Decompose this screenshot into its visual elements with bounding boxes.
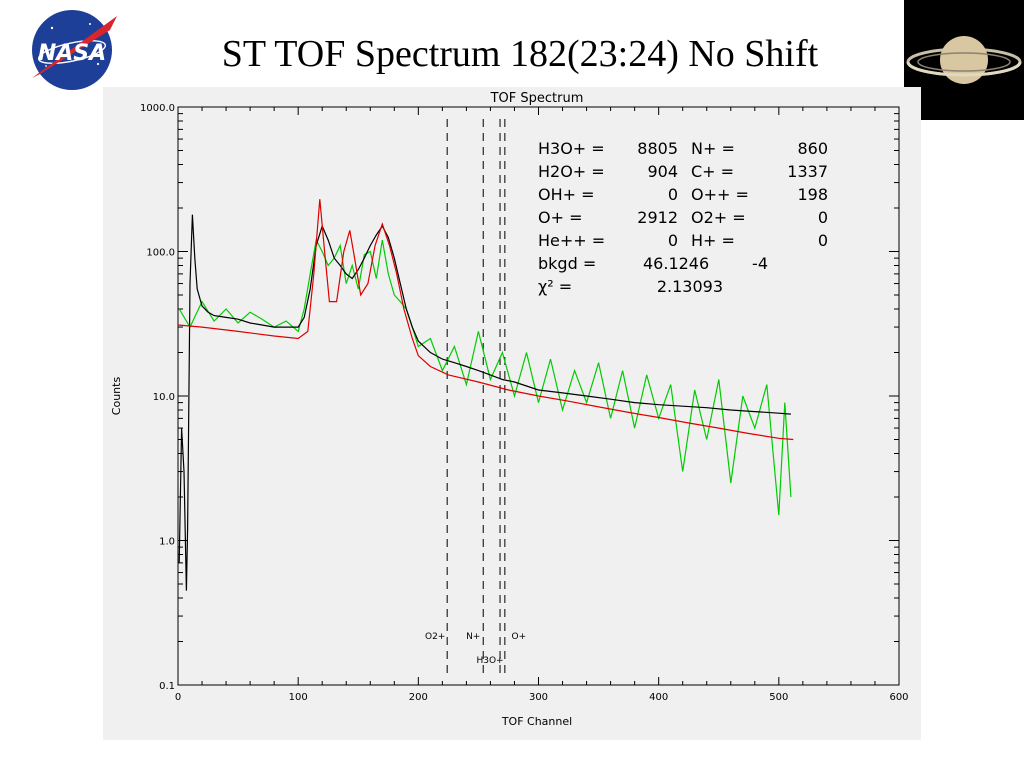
x-tick-label: 300 [529, 692, 548, 703]
fit-annotations: H3O+ = 8805 N+ = 860 H2O+ = 904 C+ = 1337 OH+ = 0… [538, 139, 828, 296]
spectrum-series [177, 199, 794, 591]
fit-annotation-cell: 0 [818, 208, 828, 227]
series-line-0 [178, 214, 791, 591]
fit-annotation-cell: O+ = [538, 208, 583, 227]
fit-annotation-cell: N+ = [691, 139, 735, 158]
x-tick-label: 600 [889, 692, 908, 703]
x-tick-label: 100 [289, 692, 308, 703]
axis-ticks: 0 100 200 300 400 500 600 0.1 1.0 10.0 100.0 1000.0 [140, 103, 909, 703]
species-marker-lines: O2+ N+ H3O+ O+ [425, 119, 526, 673]
fit-annotation-cell: C+ = [691, 162, 734, 181]
tof-spectrum-chart: TOF Spectrum 0 100 200 300 400 500 600 0.1 1.0 10… [110, 91, 909, 728]
fit-annotation-cell: 198 [797, 185, 828, 204]
x-axis-label: TOF Channel [501, 715, 572, 728]
species-marker-label: O+ [512, 632, 527, 642]
fit-annotation-cell: 46.1246 [643, 254, 709, 273]
fit-annotation-cell: bkgd = [538, 254, 596, 273]
fit-annotation-cell: 0 [668, 185, 678, 204]
x-tick-label: 200 [409, 692, 428, 703]
species-marker-label: H3O+ [476, 656, 503, 666]
fit-annotation-cell: O2+ = [691, 208, 746, 227]
fit-annotation-cell: 2912 [637, 208, 678, 227]
fit-annotation-cell: 904 [647, 162, 678, 181]
x-tick-label: 500 [769, 692, 788, 703]
fit-annotation-cell: 8805 [637, 139, 678, 158]
x-tick-label: 0 [175, 692, 181, 703]
species-marker-label: N+ [466, 632, 480, 642]
fit-annotation-cell: He++ = [538, 231, 605, 250]
fit-annotation-cell: 0 [818, 231, 828, 250]
fit-annotation-cell: H+ = [691, 231, 735, 250]
series-line-1 [177, 199, 794, 441]
y-tick-label: 1000.0 [140, 103, 175, 114]
y-tick-label: 0.1 [159, 681, 175, 692]
y-tick-label: 10.0 [153, 392, 175, 403]
fit-annotation-cell: 2.13093 [657, 277, 723, 296]
fit-annotation-cell: H2O+ = [538, 162, 605, 181]
chart-title: TOF Spectrum [490, 91, 584, 106]
slide-title: ST TOF Spectrum 182(23:24) No Shift [221, 33, 819, 75]
fit-annotation-cell: H3O+ = [538, 139, 605, 158]
nasa-logo-text: NASA [38, 41, 106, 66]
y-axis-label: Counts [110, 377, 123, 416]
species-marker-label: O2+ [425, 632, 445, 642]
y-tick-label: 100.0 [146, 248, 175, 259]
fit-annotation-cell: 860 [797, 139, 828, 158]
y-tick-label: 1.0 [159, 537, 175, 548]
fit-annotation-cell: 1337 [787, 162, 828, 181]
fit-annotation-cell: -4 [752, 254, 768, 273]
nasa-meatball-icon: NASA [32, 10, 117, 90]
fit-annotation-cell: OH+ = [538, 185, 595, 204]
fit-annotation-cell: O++ = [691, 185, 749, 204]
saturn-image [904, 0, 1024, 120]
plot-panel: TOF Spectrum 0 100 200 300 400 500 600 0.1 1.0 10… [103, 87, 921, 740]
fit-annotation-cell: χ² = [538, 277, 572, 296]
x-tick-label: 400 [649, 692, 668, 703]
saturn-planet-icon [906, 36, 1022, 84]
fit-annotation-cell: 0 [668, 231, 678, 250]
